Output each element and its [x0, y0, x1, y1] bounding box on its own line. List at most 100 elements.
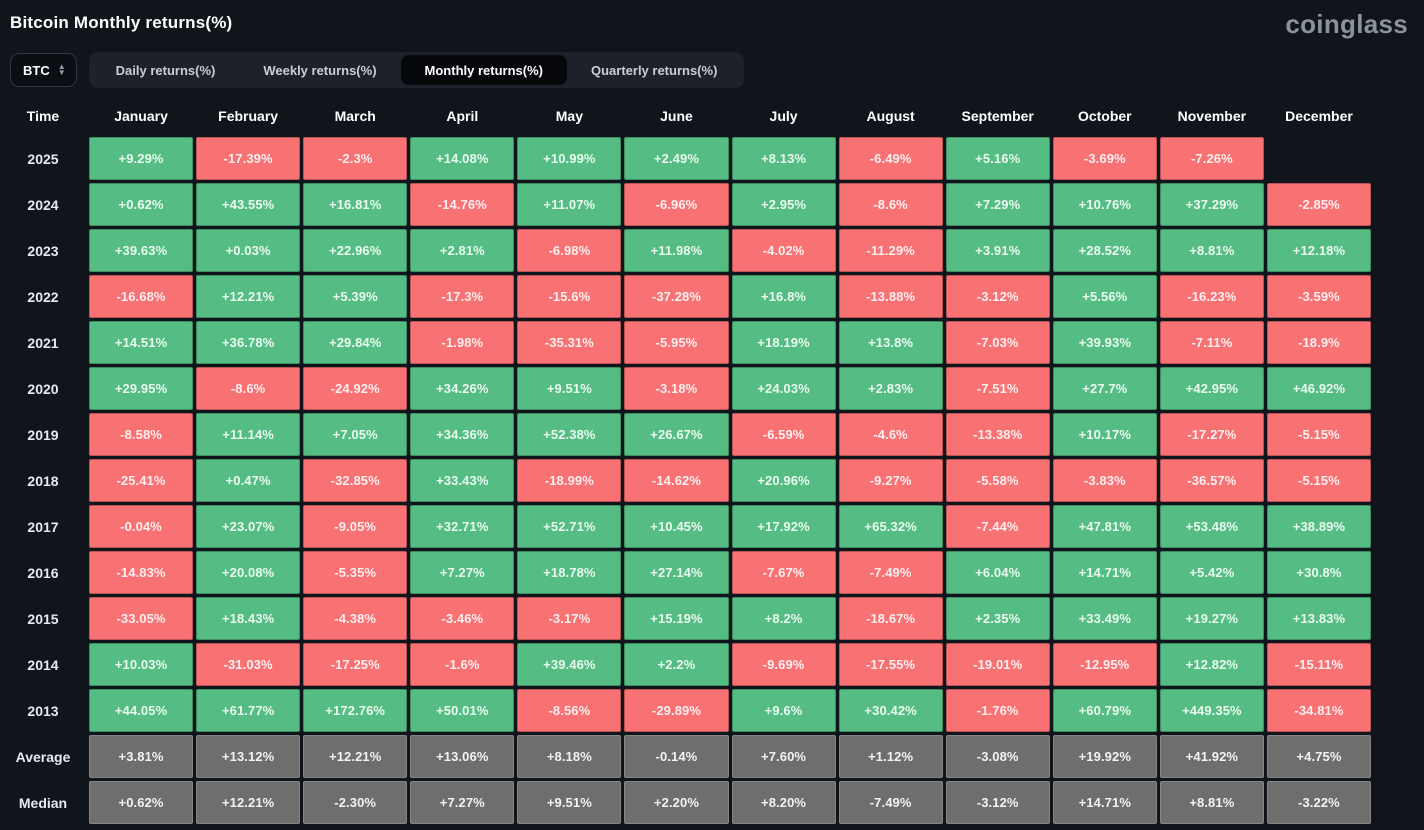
return-cell: +50.01% [410, 689, 515, 732]
return-cell: -7.49% [838, 781, 943, 824]
return-cell: -6.59% [731, 413, 836, 456]
return-cell: +19.92% [1052, 735, 1157, 778]
return-cell: -32.85% [303, 459, 408, 502]
tab-monthly-returns[interactable]: Monthly returns(%) [400, 55, 567, 85]
tab-weekly-returns[interactable]: Weekly returns(%) [263, 62, 377, 78]
row-label: 2013 [27, 702, 59, 719]
return-cell: -2.85% [1266, 183, 1371, 226]
return-cell: -1.76% [945, 689, 1050, 732]
return-cell: +61.77% [196, 689, 301, 732]
return-cell: +28.52% [1052, 229, 1157, 272]
return-cell: +53.48% [1159, 505, 1264, 548]
return-cell: +10.45% [624, 505, 729, 548]
return-cell: +9.6% [731, 689, 836, 732]
return-cell: +52.71% [517, 505, 622, 548]
return-cell: -25.41% [89, 459, 194, 502]
return-cell: -15.6% [517, 275, 622, 318]
return-cell: -13.88% [838, 275, 943, 318]
return-cell: +2.95% [731, 183, 836, 226]
return-cell: -16.23% [1159, 275, 1264, 318]
return-cell: -7.03% [945, 321, 1050, 364]
returns-table: Time January February March April May June July… [0, 98, 1371, 824]
return-cell: +44.05% [89, 689, 194, 732]
row-label: Median [18, 794, 68, 811]
return-cell: +0.62% [89, 183, 194, 226]
return-cell: -37.28% [624, 275, 729, 318]
return-cell: +14.08% [410, 137, 515, 180]
return-cell: -17.55% [838, 643, 943, 686]
return-cell: -11.29% [838, 229, 943, 272]
return-cell: +10.76% [1052, 183, 1157, 226]
return-cell: +41.92% [1159, 735, 1264, 778]
updown-chevron-icon: ▲ ▼ [57, 62, 66, 77]
return-cell: +5.39% [303, 275, 408, 318]
column-header-time: Time [26, 108, 60, 124]
return-cell: +29.95% [89, 367, 194, 410]
return-cell: -7.49% [838, 551, 943, 594]
return-cell: +12.21% [303, 735, 408, 778]
return-cell: -6.98% [517, 229, 622, 272]
return-cell: +12.21% [196, 275, 301, 318]
return-cell: -4.38% [303, 597, 408, 640]
return-cell: -13.38% [945, 413, 1050, 456]
row-label: 2017 [27, 518, 59, 535]
return-cell: -14.83% [89, 551, 194, 594]
returns-tab-bar: Daily returns(%) Weekly returns(%) Monthly… [88, 52, 745, 88]
row-label: 2023 [27, 242, 59, 259]
column-header-month: December [1285, 108, 1353, 124]
row-label: 2024 [27, 196, 59, 213]
return-cell: +16.81% [303, 183, 408, 226]
return-cell: +0.03% [196, 229, 301, 272]
return-cell: +8.20% [731, 781, 836, 824]
return-cell: -0.14% [624, 735, 729, 778]
column-header-month: October [1077, 108, 1132, 124]
return-cell: -3.69% [1052, 137, 1157, 180]
return-cell: +12.21% [196, 781, 301, 824]
return-cell: +65.32% [838, 505, 943, 548]
symbol-select[interactable]: BTC ▲ ▼ [10, 53, 77, 87]
return-cell: +8.81% [1159, 229, 1264, 272]
row-label: 2025 [27, 150, 59, 167]
row-label: 2015 [27, 610, 59, 627]
return-cell: +4.75% [1266, 735, 1371, 778]
return-cell: +11.07% [517, 183, 622, 226]
return-cell: -16.68% [89, 275, 194, 318]
return-cell: +13.12% [196, 735, 301, 778]
return-cell: +34.36% [410, 413, 515, 456]
return-cell: +39.63% [89, 229, 194, 272]
return-cell: -7.51% [945, 367, 1050, 410]
return-cell: +5.42% [1159, 551, 1264, 594]
return-cell: +12.82% [1159, 643, 1264, 686]
column-header-month: November [1177, 108, 1247, 124]
column-header-month: May [555, 108, 583, 124]
return-cell: -3.22% [1266, 781, 1371, 824]
return-cell: -5.58% [945, 459, 1050, 502]
symbol-select-value: BTC [23, 62, 50, 78]
return-cell: -17.27% [1159, 413, 1264, 456]
row-label: 2019 [27, 426, 59, 443]
return-cell: -1.6% [410, 643, 515, 686]
page-title: Bitcoin Monthly returns(%) [10, 13, 233, 32]
row-label: 2018 [27, 472, 59, 489]
return-cell: -5.95% [624, 321, 729, 364]
tab-quarterly-returns[interactable]: Quarterly returns(%) [590, 62, 718, 78]
return-cell: -3.83% [1052, 459, 1157, 502]
return-cell: +7.27% [410, 551, 515, 594]
return-cell: +33.43% [410, 459, 515, 502]
return-cell: +5.16% [945, 137, 1050, 180]
return-cell: -8.6% [838, 183, 943, 226]
row-label: 2016 [27, 564, 59, 581]
tab-daily-returns[interactable]: Daily returns(%) [115, 62, 216, 78]
return-cell: -12.95% [1052, 643, 1157, 686]
return-cell: -29.89% [624, 689, 729, 732]
return-cell: +11.98% [624, 229, 729, 272]
return-cell: +8.81% [1159, 781, 1264, 824]
return-cell: -2.3% [303, 137, 408, 180]
return-cell: -3.17% [517, 597, 622, 640]
return-cell: -18.9% [1266, 321, 1371, 364]
return-cell: -8.58% [89, 413, 194, 456]
return-cell: +39.46% [517, 643, 622, 686]
return-cell: +17.92% [731, 505, 836, 548]
return-cell: +33.49% [1052, 597, 1157, 640]
return-cell: +27.14% [624, 551, 729, 594]
